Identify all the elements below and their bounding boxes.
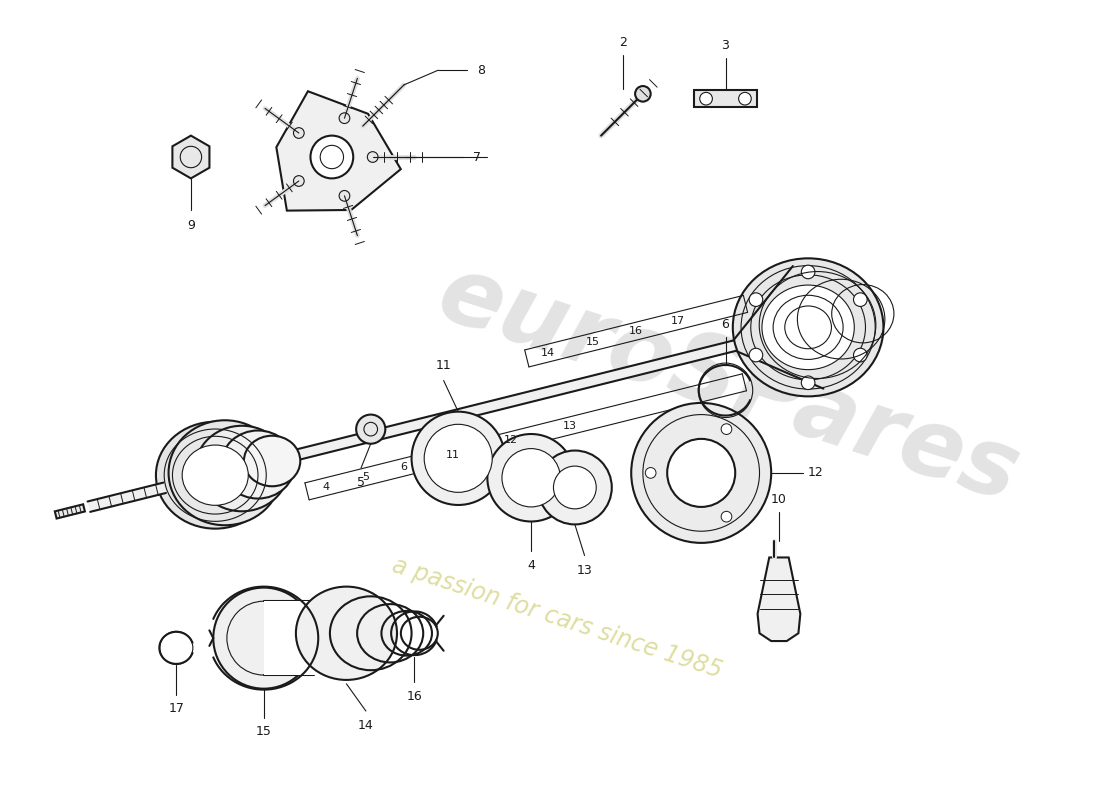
Circle shape <box>553 466 596 509</box>
Text: 7: 7 <box>473 150 481 163</box>
Circle shape <box>294 128 305 138</box>
Text: 13: 13 <box>576 563 593 577</box>
Circle shape <box>425 424 492 492</box>
Circle shape <box>668 439 735 507</box>
Circle shape <box>213 587 315 689</box>
Circle shape <box>738 92 751 105</box>
Polygon shape <box>734 263 824 391</box>
Text: 9: 9 <box>187 218 195 231</box>
Circle shape <box>801 376 815 390</box>
Polygon shape <box>276 91 400 210</box>
Circle shape <box>367 152 378 162</box>
Circle shape <box>700 92 713 105</box>
Circle shape <box>294 176 305 186</box>
Polygon shape <box>694 90 757 107</box>
Polygon shape <box>173 136 209 178</box>
Text: 15: 15 <box>256 725 272 738</box>
Text: 17: 17 <box>670 316 684 326</box>
Circle shape <box>749 348 762 362</box>
Ellipse shape <box>784 306 832 349</box>
Circle shape <box>339 190 350 201</box>
Text: 12: 12 <box>504 435 518 446</box>
Text: euroSPares: euroSPares <box>427 247 1031 522</box>
Ellipse shape <box>244 436 300 486</box>
Text: 14: 14 <box>541 348 556 358</box>
Text: 13: 13 <box>562 421 576 431</box>
Text: 15: 15 <box>586 337 600 347</box>
Text: 2: 2 <box>619 36 627 49</box>
Text: 16: 16 <box>407 690 422 703</box>
Text: 8: 8 <box>477 64 485 77</box>
Circle shape <box>411 412 505 505</box>
Ellipse shape <box>296 586 397 680</box>
Circle shape <box>854 348 867 362</box>
Circle shape <box>310 136 353 178</box>
Ellipse shape <box>168 420 282 526</box>
Polygon shape <box>264 601 317 675</box>
Circle shape <box>635 86 651 102</box>
Text: 11: 11 <box>436 359 451 373</box>
Text: 16: 16 <box>629 326 642 336</box>
Polygon shape <box>758 558 801 641</box>
Text: 4: 4 <box>527 558 535 572</box>
Circle shape <box>749 293 762 306</box>
Ellipse shape <box>733 258 883 396</box>
Text: 5: 5 <box>358 476 365 489</box>
Text: 6: 6 <box>400 462 408 472</box>
Text: a passion for cars since 1985: a passion for cars since 1985 <box>389 553 725 682</box>
Circle shape <box>631 403 771 543</box>
Circle shape <box>339 113 350 123</box>
Circle shape <box>538 450 612 525</box>
Ellipse shape <box>773 295 843 359</box>
Text: 17: 17 <box>168 702 185 714</box>
Text: 4: 4 <box>323 482 330 491</box>
Text: 6: 6 <box>722 318 729 330</box>
Circle shape <box>487 434 575 522</box>
Text: 12: 12 <box>808 466 824 479</box>
Text: 11: 11 <box>446 450 460 460</box>
Ellipse shape <box>762 285 855 370</box>
Circle shape <box>502 449 560 507</box>
Circle shape <box>646 467 656 478</box>
Circle shape <box>854 293 867 306</box>
Polygon shape <box>55 504 85 518</box>
Text: 14: 14 <box>358 719 374 732</box>
Ellipse shape <box>196 426 288 511</box>
Text: 3: 3 <box>722 38 729 52</box>
Text: 10: 10 <box>771 493 786 506</box>
Ellipse shape <box>183 445 249 506</box>
Circle shape <box>722 424 732 434</box>
Ellipse shape <box>221 430 295 498</box>
Ellipse shape <box>156 422 275 529</box>
Circle shape <box>801 265 815 278</box>
Polygon shape <box>88 482 166 512</box>
Polygon shape <box>272 334 761 466</box>
Circle shape <box>356 414 385 444</box>
Text: 5: 5 <box>362 472 369 482</box>
Circle shape <box>722 511 732 522</box>
